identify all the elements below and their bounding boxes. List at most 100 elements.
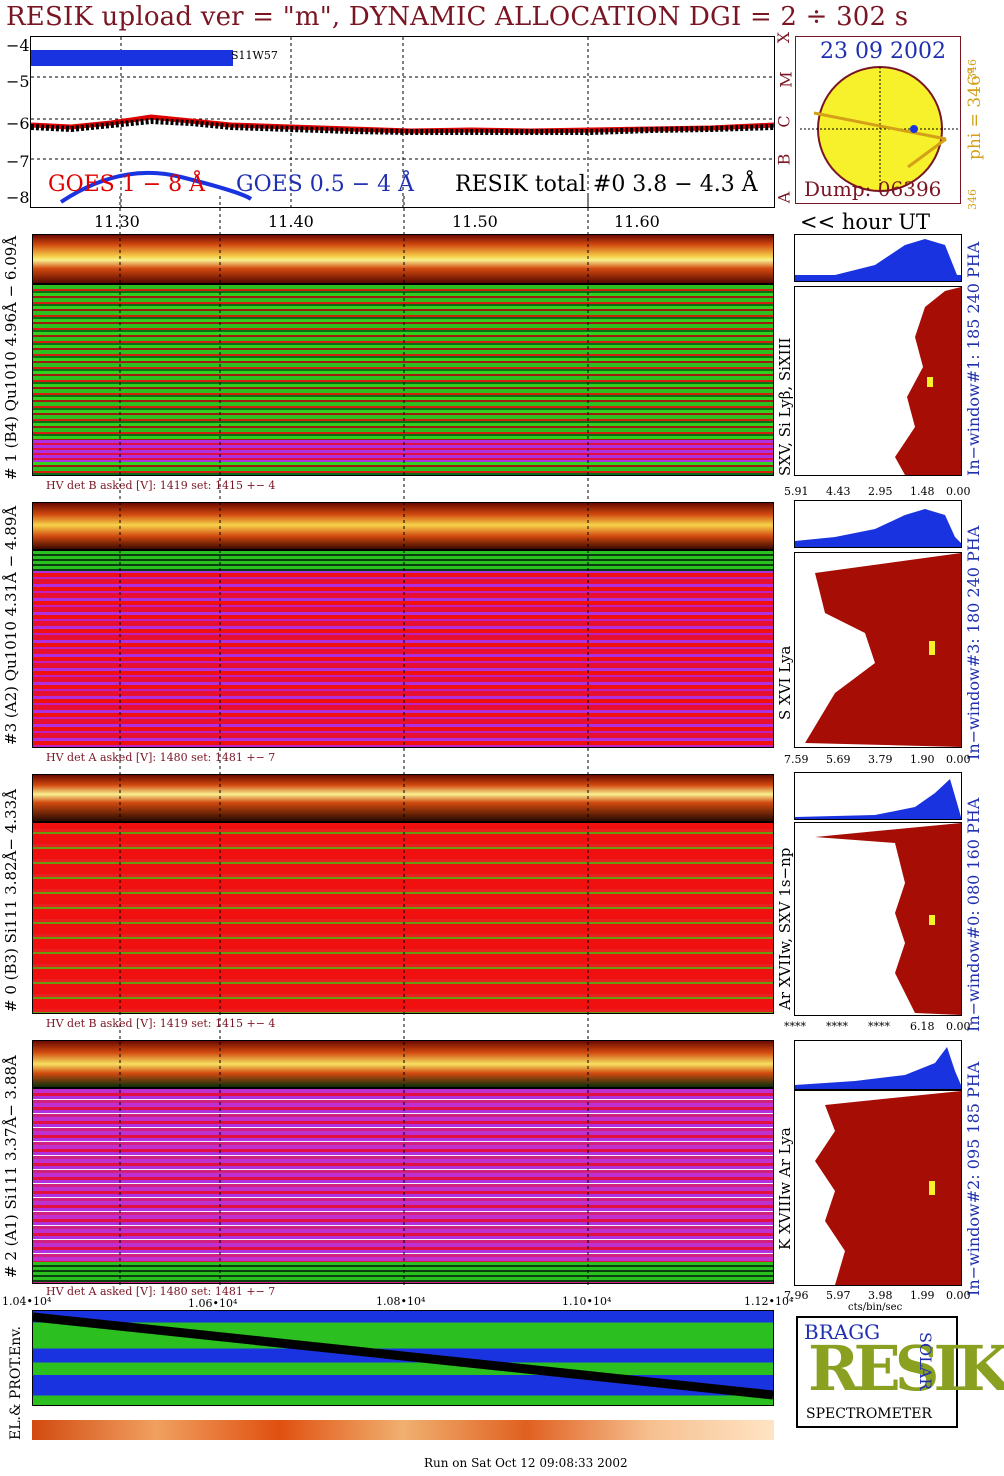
channel-2-lines: K XVIIIw Ar Lya [776, 1127, 794, 1250]
time-tick: 11.60 [614, 212, 660, 231]
channel-3-xtick: 7.59 [784, 753, 809, 766]
channel-1-xtick: 1.48 [910, 485, 935, 498]
logo-bragg: BRAGG [804, 1320, 881, 1344]
channel-2-spectrum [794, 1090, 962, 1286]
lightcurve-panel: S11W57 [30, 36, 775, 208]
channel-2-xtick: 5.97 [826, 1289, 851, 1302]
channel-1-xtick: 4.43 [826, 485, 851, 498]
channel-0-lines: Ar XVIIw, SXV 1s−np [776, 847, 794, 1010]
channel-1-xtick: 0.00 [946, 485, 971, 498]
channel-3-spectrogram [32, 550, 774, 748]
channel-3-lines-wrapper: S XVI Lya [776, 646, 850, 738]
time-tick: 11.50 [452, 212, 498, 231]
time-tick: 11.40 [268, 212, 314, 231]
goes-long-curve [31, 117, 774, 135]
page-title: RESIK upload ver = "m", DYNAMIC ALLOCATI… [6, 2, 909, 32]
channel-0-window-wrapper: In−window#0: 080 160 PHA [964, 798, 1004, 1051]
channel-1-lines: SXV, Si Lyβ, SiXIII [776, 337, 794, 476]
channel-0-pha-hist [794, 772, 962, 820]
channel-2-top-strip [32, 1040, 774, 1088]
legend-goes-1-8: GOES 1 − 8 Å [48, 172, 206, 197]
channel-0-xtick: **** [868, 1020, 890, 1033]
channel-0-hv: HV det B asked [V]: 1419 set: 1415 +− 4 [46, 1017, 276, 1030]
channel-1-purple [33, 440, 773, 462]
y-tick: −4 [6, 36, 30, 55]
sun-disk [800, 66, 960, 192]
region-flag-bar [31, 50, 233, 66]
goes-short-curve [59, 170, 253, 204]
resik-logo: RESIK BRAGG SOLAR SPECTROMETER [796, 1316, 1004, 1428]
channel-2-ylabel-wrapper: # 2 (A1) Si111 3.37Å− 3.88Å [2, 1055, 225, 1296]
env-panel [32, 1310, 774, 1406]
sun-date: 23 09 2002 [820, 39, 946, 64]
bottom-xtick: 1.10•10⁴ [562, 1295, 612, 1308]
bottom-xtick: 1.12•10⁴ [744, 1295, 794, 1308]
class-letter: M [776, 71, 796, 88]
channel-0-ylabel-wrapper: # 0 (B3) Si111 3.82Å− 4.33Å [2, 789, 225, 1030]
dump-label: Dump: 06396 [804, 177, 942, 201]
channel-2-lines-wrapper: K XVIIIw Ar Lya [776, 1127, 899, 1268]
channel-2-ylabel: # 2 (A1) Si111 3.37Å− 3.88Å [2, 1055, 20, 1278]
phi-sup: 346 [966, 59, 979, 80]
y-tick: −5 [6, 72, 30, 91]
class-letter: C [774, 115, 794, 128]
channel-3-xtick: 1.90 [910, 753, 935, 766]
hour-label: << hour UT [800, 210, 930, 234]
channel-3-ylabel-wrapper: #3 (A2) Qu1010 4.31Å − 4.89Å [2, 506, 241, 763]
channel-0-xtick: 0.00 [946, 1020, 971, 1033]
phi-small: 346 [966, 189, 979, 210]
bottom-xtick: 1.08•10⁴ [376, 1295, 426, 1308]
channel-2-xunit: cts/bin/sec [848, 1302, 903, 1313]
sun-box: 23 09 2002 Dump: 06396 [795, 36, 961, 204]
bottom-xtick: 1.06•10⁴ [188, 1297, 238, 1310]
channel-1-pha-hist [794, 234, 962, 282]
channel-1-top-strip [32, 234, 774, 284]
lightcurve-plot [31, 37, 774, 207]
channel-1-ylabel: # 1 (B4) Qu1010 4.96Å − 6.09Å [2, 235, 20, 480]
channel-2-xtick: 0.00 [946, 1289, 971, 1302]
channel-0-xtick: **** [826, 1020, 848, 1033]
channel-3-window: In−window#3: 180 240 PHA [964, 525, 983, 760]
logo-caption: SPECTROMETER [806, 1406, 932, 1422]
channel-0-spectrogram [32, 822, 774, 1014]
channel-3-xtick: 5.69 [826, 753, 851, 766]
channel-1-ylabel-wrapper: # 1 (B4) Qu1010 4.96Å − 6.09Å [2, 236, 246, 498]
channel-3-pha-hist [794, 500, 962, 548]
channel-3-hv: HV det A asked [V]: 1480 set: 1481 +− 7 [46, 751, 276, 764]
channel-2-xtick: 7.96 [784, 1289, 809, 1302]
channel-0-window: In−window#0: 080 160 PHA [964, 797, 983, 1032]
channel-2-xtick: 1.99 [910, 1289, 935, 1302]
channel-2-pha-hist [794, 1040, 962, 1090]
channel-2-xtick: 3.98 [868, 1289, 893, 1302]
channel-1-xtick: 2.95 [868, 485, 893, 498]
channel-0-ylabel: # 0 (B3) Si111 3.82Å− 4.33Å [2, 789, 20, 1012]
channel-1-hv: HV det B asked [V]: 1419 set: 1415 +− 4 [46, 479, 276, 492]
env-ylabel: EL.& PROT.Env. [8, 1326, 24, 1440]
logo-solar: SOLAR [916, 1332, 935, 1391]
region-flag-label: S11W57 [231, 49, 278, 62]
channel-3-spectrum [794, 552, 962, 748]
channel-2-spectrogram [32, 1088, 774, 1284]
footer-run: Run on Sat Oct 12 09:08:33 2002 [424, 1456, 628, 1470]
class-letter: X [774, 31, 794, 44]
y-tick: −8 [6, 188, 30, 207]
phi-sup-wrapper: 346 [966, 59, 987, 93]
channel-1-window: In−window#1: 185 240 PHA [964, 241, 983, 476]
channel-0-top-strip [32, 774, 774, 822]
y-tick: −6 [6, 114, 30, 133]
channel-3-green-band [33, 551, 773, 571]
channel-1-spectrum [794, 286, 962, 476]
phi-label-wrapper: phi = 346° [965, 67, 1004, 180]
class-letter: A [774, 191, 794, 204]
legend-goes-05-4: GOES 0.5 − 4 Å [236, 172, 415, 197]
channel-0-xtick: **** [784, 1020, 806, 1033]
channel-3-lines: S XVI Lya [776, 645, 794, 720]
env-color-strip [32, 1420, 774, 1440]
logo-letters: RESIK [808, 1332, 1004, 1405]
channel-1-xtick: 5.91 [784, 485, 809, 498]
legend-resik-total: RESIK total #0 3.8 − 4.3 Å [455, 172, 758, 197]
env-ylabel-wrapper: EL.& PROT.Env. [8, 1326, 122, 1456]
channel-0-spectrum [794, 822, 962, 1016]
channel-0-xtick: 6.18 [910, 1020, 935, 1033]
channel-3-xtick: 3.79 [868, 753, 893, 766]
